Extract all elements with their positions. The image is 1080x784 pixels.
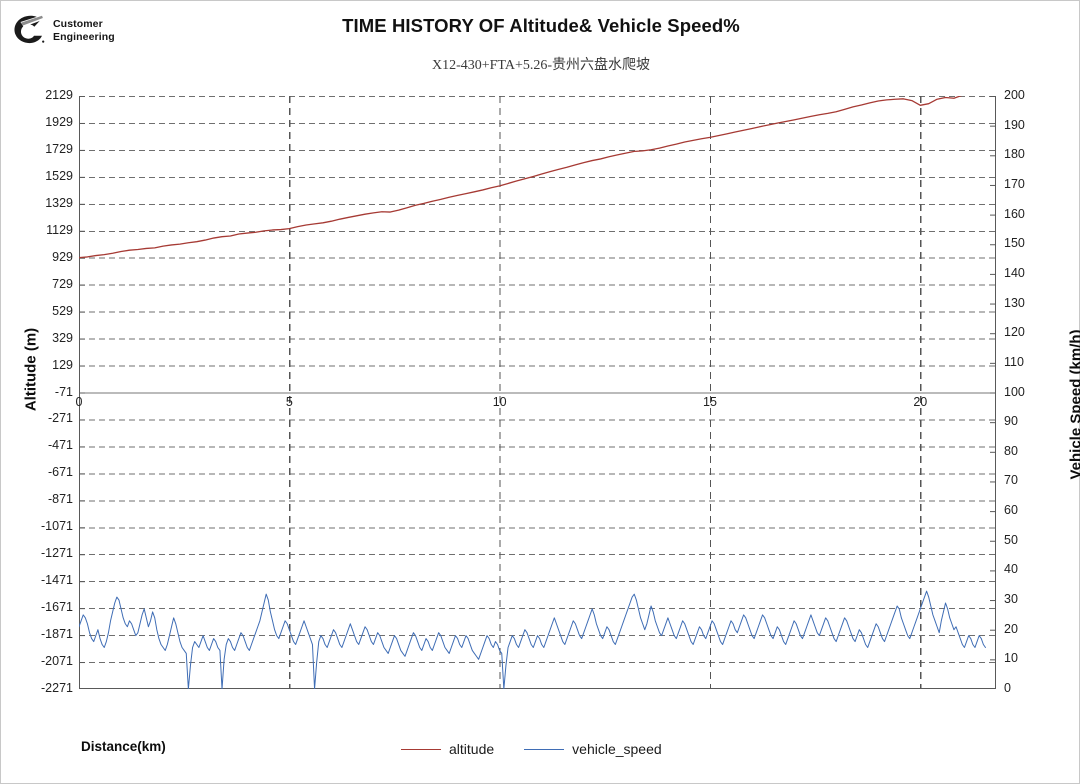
y-left-tick-7: 729 — [52, 276, 73, 291]
plot-area — [79, 96, 996, 689]
y-left-tick-11: -71 — [54, 384, 73, 399]
legend-item-altitude[interactable]: altitude — [401, 741, 494, 757]
y-right-tick-16: 40 — [1004, 562, 1018, 577]
y-right-tick-3: 170 — [1004, 176, 1025, 191]
brand-line-2: Engineering — [53, 31, 115, 43]
chart-subtitle: X12-430+FTA+5.26-贵州六盘水爬坡 — [431, 58, 651, 73]
x-tick-2: 10 — [492, 395, 507, 409]
y-left-tick-20: -1871 — [41, 627, 73, 642]
brand-line-1: Customer — [53, 18, 103, 30]
y-right-tick-11: 90 — [1004, 414, 1018, 429]
y-right-tick-18: 20 — [1004, 621, 1018, 636]
y-left-tick-0: 2129 — [45, 88, 73, 102]
y-left-tick-16: -1071 — [41, 519, 73, 534]
y-right-tick-13: 70 — [1004, 473, 1018, 488]
legend-swatch-altitude — [401, 748, 441, 750]
x-tick-0: 0 — [75, 395, 83, 409]
y-left-tick-8: 529 — [52, 303, 73, 318]
brand-logo: Customer Engineering — [11, 9, 241, 53]
plot-svg — [79, 96, 996, 689]
y-right-tick-19: 10 — [1004, 651, 1018, 666]
y-right-tick-9: 110 — [1004, 354, 1024, 369]
y-left-tick-10: 129 — [52, 357, 73, 372]
y-right-tick-2: 180 — [1004, 147, 1025, 162]
y-right-tick-20: 0 — [1004, 681, 1011, 695]
y-axis-right-title: Vehicle Speed (km/h) — [1067, 329, 1080, 480]
y-right-tick-14: 60 — [1004, 503, 1018, 518]
y-left-tick-21: -2071 — [41, 654, 73, 669]
y-left-tick-13: -471 — [47, 438, 73, 453]
y-left-tick-22: -2271 — [41, 681, 73, 695]
y-right-tick-5: 150 — [1004, 236, 1025, 251]
y-left-tick-3: 1529 — [45, 168, 73, 183]
y-left-tick-4: 1329 — [45, 195, 73, 210]
y-right-tick-8: 120 — [1004, 325, 1025, 340]
y-left-tick-9: 329 — [52, 330, 73, 345]
y-left-tick-1: 1929 — [45, 114, 73, 129]
y-right-tick-7: 130 — [1004, 295, 1025, 310]
y-right-tick-1: 190 — [1004, 117, 1025, 132]
legend-item-vehicle-speed[interactable]: vehicle_speed — [524, 741, 662, 757]
y-right-tick-0: 200 — [1004, 88, 1025, 102]
x-tick-4: 20 — [913, 395, 928, 409]
y-left-tick-19: -1671 — [41, 600, 73, 615]
y-right-tick-4: 160 — [1004, 206, 1025, 221]
x-tick-1: 5 — [285, 395, 293, 409]
y-left-tick-15: -871 — [47, 492, 73, 507]
legend-label-vehicle-speed: vehicle_speed — [572, 741, 662, 757]
y-left-tick-6: 929 — [52, 249, 73, 264]
y-right-tick-10: 100 — [1004, 384, 1025, 399]
y-left-tick-18: -1471 — [41, 573, 73, 588]
brand-logo-text: Customer Engineering — [53, 18, 115, 44]
y-right-tick-6: 140 — [1004, 265, 1025, 280]
y-left-tick-5: 1129 — [46, 222, 73, 237]
y-left-tick-14: -671 — [47, 465, 73, 480]
chart-legend: altitude vehicle_speed — [401, 741, 662, 757]
cummins-c-logo-icon — [11, 13, 47, 49]
y-right-tick-15: 50 — [1004, 532, 1018, 547]
legend-label-altitude: altitude — [449, 741, 495, 757]
y-right-tick-12: 80 — [1004, 443, 1018, 458]
legend-swatch-vehicle-speed — [524, 748, 565, 750]
y-left-tick-2: 1729 — [45, 141, 73, 156]
chart-title: TIME HISTORY OF Altitude& Vehicle Speed% — [342, 15, 740, 36]
y-left-tick-17: -1271 — [41, 546, 73, 561]
y-right-tick-17: 30 — [1004, 592, 1018, 607]
x-axis-title: Distance(km) — [81, 739, 166, 754]
x-tick-3: 15 — [703, 395, 717, 409]
y-left-tick-12: -271 — [47, 411, 73, 426]
